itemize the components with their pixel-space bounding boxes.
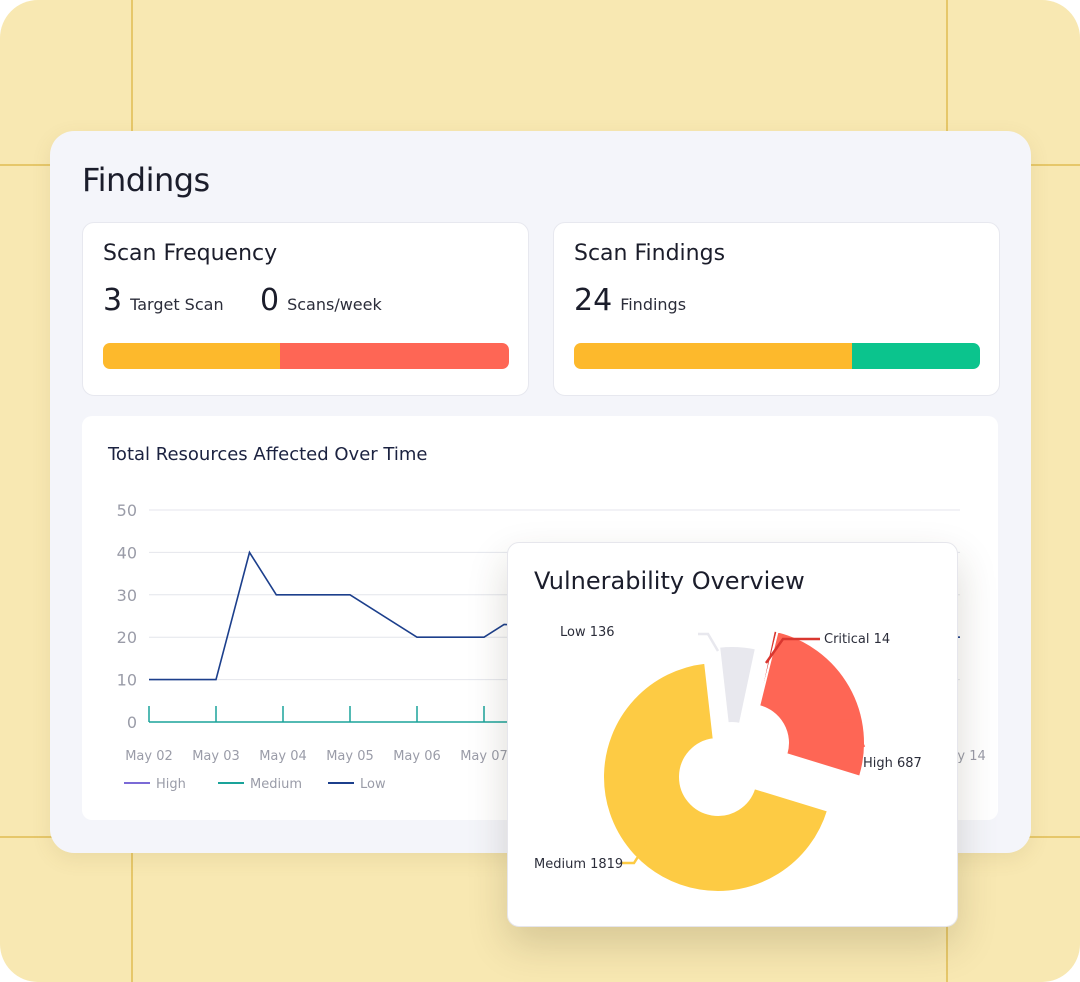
label-medium: Medium 1819 <box>534 857 623 872</box>
y-tick-label: 20 <box>117 628 137 647</box>
leader-low <box>698 632 720 652</box>
scan-findings-bar <box>574 343 980 369</box>
card-title: Scan Frequency <box>103 241 278 266</box>
scan-findings-card[interactable]: Scan Findings 24 Findings <box>553 222 1000 396</box>
bar-segment-right <box>852 343 980 369</box>
label-high: High 687 <box>863 756 922 771</box>
chart-title: Total Resources Affected Over Time <box>108 444 428 465</box>
bar-segment-left <box>574 343 853 369</box>
x-tick-label: May 05 <box>326 749 374 764</box>
y-tick-label: 0 <box>127 713 137 732</box>
leader-critical <box>764 637 820 664</box>
label-critical: Critical 14 <box>824 632 890 647</box>
stat-number: 3 <box>103 283 123 318</box>
legend-label: High <box>156 777 186 792</box>
stat-label: Scans/week <box>287 295 382 314</box>
x-tick-label: May 06 <box>393 749 441 764</box>
label-low: Low 136 <box>560 625 615 640</box>
scan-frequency-bar <box>103 343 509 369</box>
stat-label: Target Scan <box>130 295 224 314</box>
slice-medium <box>602 661 830 893</box>
vulnerability-donut-chart: Low 136 Critical 14 High 687 Medium 1819 <box>534 625 922 893</box>
y-tick-label: 40 <box>117 543 137 562</box>
y-tick-label: 30 <box>117 586 137 605</box>
stat-number: 24 <box>574 283 613 318</box>
legend-label: Medium <box>250 777 302 792</box>
x-tick-label: May 03 <box>192 749 240 764</box>
card-title: Scan Findings <box>574 241 726 266</box>
stat-label: Findings <box>620 295 687 314</box>
x-tick-label: May 04 <box>259 749 307 764</box>
x-tick-label: May 07 <box>460 749 508 764</box>
y-tick-label: 10 <box>117 671 137 690</box>
stat-number: 0 <box>260 283 280 318</box>
vulnerability-overview-card[interactable]: Vulnerability Overview Low 136 Critical … <box>507 542 958 927</box>
series-line-low <box>149 550 961 681</box>
vulnerability-title: Vulnerability Overview <box>534 567 805 595</box>
slice-high <box>757 630 866 778</box>
leader-high <box>838 719 866 748</box>
scan-frequency-card[interactable]: Scan Frequency 3 Target Scan 0 Scans/wee… <box>82 222 529 396</box>
legend-label: Low <box>360 777 386 792</box>
scans-per-week-stat: 0 Scans/week <box>260 283 382 318</box>
page-title: Findings <box>82 161 210 199</box>
y-tick-label: 50 <box>117 501 137 520</box>
bar-segment-left <box>103 343 280 369</box>
bar-segment-right <box>279 343 509 369</box>
x-tick-label: May 02 <box>125 749 173 764</box>
findings-stat: 24 Findings <box>574 283 686 318</box>
leader-medium <box>622 840 650 865</box>
slice-low <box>718 645 758 726</box>
target-scan-stat: 3 Target Scan <box>103 283 224 318</box>
